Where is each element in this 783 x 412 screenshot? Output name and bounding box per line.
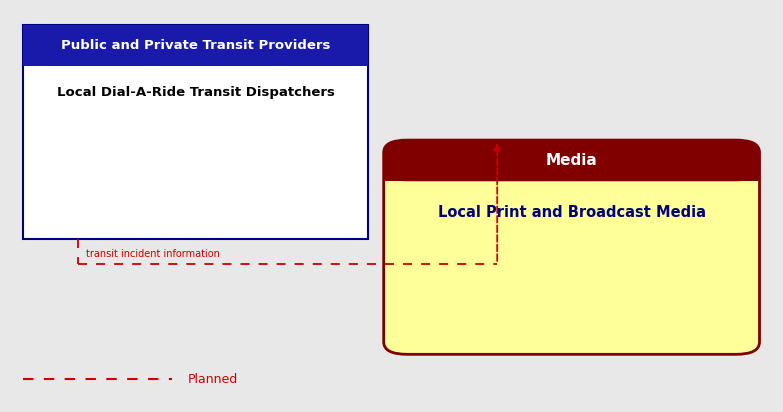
FancyBboxPatch shape: [384, 140, 760, 181]
Text: Planned: Planned: [188, 372, 238, 386]
Bar: [23, 25, 368, 239]
Text: transit incident information: transit incident information: [86, 249, 220, 259]
Text: Local Print and Broadcast Media: Local Print and Broadcast Media: [438, 205, 705, 220]
Text: Public and Private Transit Providers: Public and Private Transit Providers: [61, 39, 330, 52]
Bar: [384, 163, 760, 181]
Bar: [23, 25, 368, 66]
Text: Local Dial-A-Ride Transit Dispatchers: Local Dial-A-Ride Transit Dispatchers: [57, 86, 334, 99]
FancyBboxPatch shape: [384, 140, 760, 354]
Text: Media: Media: [546, 153, 597, 168]
